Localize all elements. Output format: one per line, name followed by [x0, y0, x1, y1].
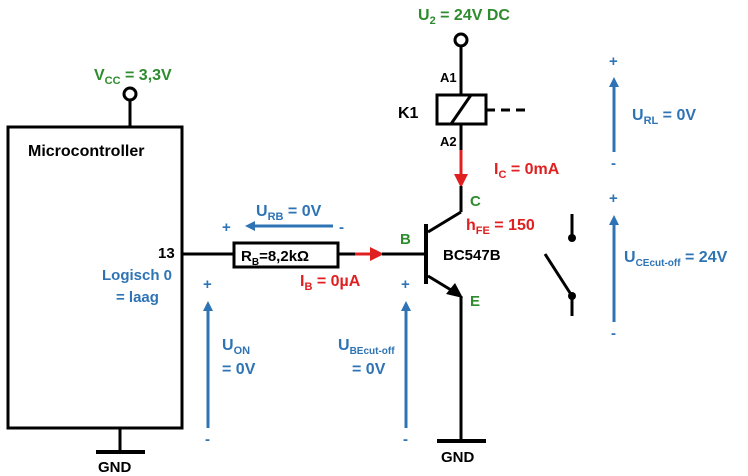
u-be-label: UBEcut-off — [338, 337, 395, 357]
u-rb-label: URB = 0V — [256, 203, 322, 223]
emitter-label: E — [470, 293, 480, 310]
base-label: B — [400, 231, 411, 248]
u-on-plus: + — [203, 276, 212, 293]
u-be-plus: + — [401, 276, 410, 293]
micro-gnd-label: GND — [98, 459, 132, 476]
u-ce-minus: - — [611, 325, 616, 342]
u-ce-plus: + — [609, 190, 618, 207]
logic-state-line1: Logisch 0 — [102, 267, 172, 284]
relay-name-label: K1 — [398, 105, 419, 122]
base-current-arrow — [370, 247, 384, 261]
u-rl-label: URL = 0V — [632, 107, 696, 127]
collector-diagonal — [427, 210, 462, 234]
u-ce-label: UCEcut-off = 24V — [624, 249, 728, 269]
switch-upper-contact — [568, 234, 576, 242]
u-be-minus: - — [403, 431, 408, 448]
relay-coil-slash — [449, 94, 473, 125]
u-on-label: UON — [222, 337, 250, 357]
vcc-supply-label: VCC = 3,3V — [94, 67, 172, 87]
u-on-minus: - — [205, 431, 210, 448]
pin-13-label: 13 — [158, 245, 175, 262]
resistor-rb-label: RB=8,2kΩ — [241, 248, 309, 268]
hfe-label: hFE = 150 — [466, 217, 535, 237]
transistor-gnd-label: GND — [441, 449, 475, 466]
u-rb-plus: + — [222, 219, 231, 236]
u-rb-minus: - — [339, 219, 344, 236]
vcc-terminal — [122, 86, 138, 102]
transistor-type-label: BC547B — [443, 247, 501, 264]
microcontroller-box — [6, 125, 184, 430]
u-be-value: = 0V — [352, 361, 386, 378]
collector-current-arrow — [454, 174, 468, 188]
u2-terminal — [453, 32, 469, 48]
u-rl-plus: + — [609, 53, 618, 70]
switch-blade — [543, 253, 574, 297]
relay-a2-label: A2 — [440, 134, 457, 149]
microcontroller-title: Microcontroller — [28, 143, 144, 160]
collector-label: C — [470, 193, 481, 210]
logic-state-line2: = laag — [116, 289, 159, 306]
collector-current-label: IC = 0mA — [494, 161, 560, 181]
u-rl-minus: - — [611, 155, 616, 172]
u-on-value: = 0V — [222, 361, 256, 378]
u2-supply-label: U2 = 24V DC — [418, 7, 510, 27]
emitter-arrow — [446, 283, 463, 298]
relay-a1-label: A1 — [440, 70, 457, 85]
resistor-rb — [232, 241, 340, 269]
base-current-label: IB = 0µA — [300, 273, 361, 293]
